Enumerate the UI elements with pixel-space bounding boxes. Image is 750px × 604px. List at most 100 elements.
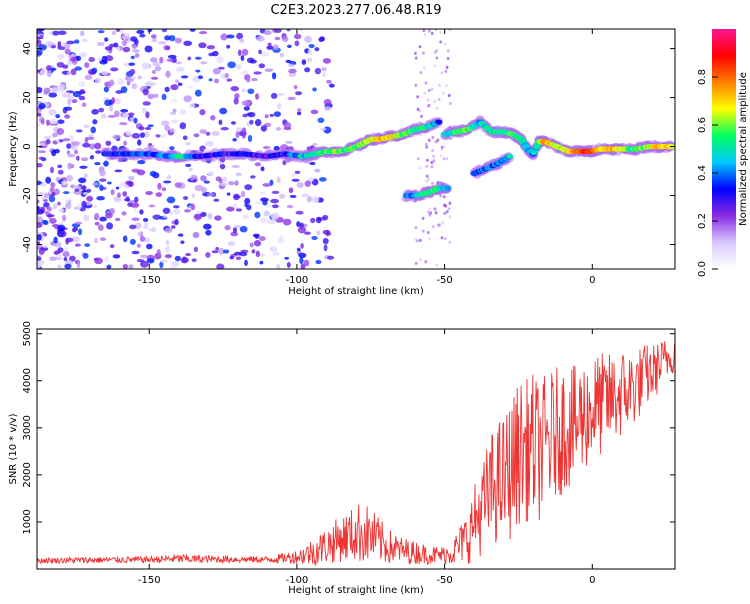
spectrogram-noise-blob (48, 195, 56, 203)
spectrogram-noise-blob (170, 119, 178, 124)
y-tick-label: -40 (22, 236, 33, 252)
spectrogram-noise-blob (264, 114, 269, 119)
colorbar-tick-label: 0.6 (697, 117, 708, 133)
spectrogram-noise-blob (132, 49, 140, 53)
x-tick-label: -100 (286, 575, 309, 586)
spectrogram-noise-blob (99, 184, 104, 192)
spectrogram-noise-blob (270, 212, 280, 220)
spectrogram-noise-blob (194, 89, 202, 97)
spectrogram-noise-blob (117, 78, 125, 86)
spectrogram-noise-blob (174, 37, 183, 44)
spectrogram-noise-blob (81, 102, 87, 108)
spectrogram-noise-blob (95, 150, 102, 154)
spectrogram-noise-blob (431, 154, 435, 158)
spectrogram-noise-blob (220, 33, 228, 41)
spectrogram-noise-blob (189, 103, 196, 109)
spectrogram-noise-blob (222, 249, 230, 254)
spectrogram-noise-blob (210, 115, 216, 121)
spectrogram-noise-blob (430, 160, 434, 165)
spectrogram-noise-blob (89, 155, 95, 160)
spectrogram-noise-blob (276, 263, 281, 269)
spectrogram-noise-blob (162, 207, 171, 214)
spectrogram-noise-blob (445, 65, 449, 69)
spectrogram-noise-blob (97, 224, 104, 231)
spectrogram-noise-blob (179, 122, 187, 130)
spectrogram-noise-blob (200, 61, 208, 65)
spectrogram-noise-blob (260, 125, 268, 132)
spectrogram-noise-blob (100, 114, 107, 119)
spectrogram-noise-blob (286, 204, 294, 209)
spectrogram-noise-blob (92, 182, 99, 186)
spectrogram-noise-blob (445, 157, 449, 161)
spectrogram-noise-blob (139, 33, 146, 38)
spectrogram-noise-blob (134, 222, 142, 230)
snr-frame (36, 328, 676, 570)
spectrogram-noise-blob (253, 240, 262, 247)
spectrogram-noise-blob (226, 78, 233, 82)
spectrogram-noise-blob (147, 124, 154, 128)
spectrogram-noise-blob (319, 127, 327, 131)
spectrogram-noise-blob (244, 197, 251, 205)
spectrogram-noise-blob (259, 260, 264, 265)
colorbar-tick-label: 0.2 (697, 213, 708, 229)
spectrogram-noise-blob (283, 122, 292, 129)
spectrogram-noise-blob (447, 207, 451, 211)
spectrogram-noise-blob (131, 250, 140, 255)
spectrogram-noise-blob (266, 45, 274, 50)
spectrogram-noise-blob (433, 99, 437, 104)
spectrogram-noise-blob (64, 114, 71, 119)
spectrogram-noise-blob (138, 126, 145, 131)
spectrogram-noise-blob (51, 45, 57, 49)
spectrogram-noise-blob (164, 124, 171, 132)
spectrogram-noise-blob (228, 181, 235, 186)
colorbar-tick-label: 0.0 (697, 261, 708, 277)
spectrogram-noise-blob (115, 217, 121, 221)
spectrogram-noise-blob (249, 242, 254, 248)
spectrogram-noise-blob (199, 129, 208, 135)
spectrogram-noise-blob (203, 180, 210, 184)
spectrogram-noise-blob (136, 259, 145, 263)
spectrogram-noise-blob (418, 258, 422, 262)
spectrogram-noise-blob (160, 120, 170, 126)
spectrogram-noise-blob (78, 80, 86, 88)
spectrogram-noise-blob (179, 108, 187, 116)
spectrogram-noise-blob (56, 139, 60, 143)
spectrogram-noise-blob (425, 174, 429, 178)
spectrogram-noise-blob (207, 212, 213, 220)
spectrogram-noise-blob (263, 30, 272, 36)
spectrogram-noise-blob (111, 30, 117, 36)
spectrogram-noise-blob (46, 119, 50, 126)
spectrogram-noise-blob (190, 203, 196, 211)
spectrogram-noise-blob (65, 174, 74, 182)
spectrogram-noise-blob (434, 140, 438, 144)
spectrogram-noise-blob (117, 192, 121, 198)
spectrogram-noise-blob (282, 218, 292, 226)
spectrogram-noise-blob (423, 32, 427, 37)
spectrogram-noise-blob (151, 70, 156, 75)
spectrogram-noise-blob (154, 66, 162, 72)
spectrogram-noise-blob (159, 259, 168, 263)
spectrogram-noise-blob (278, 193, 286, 199)
spectrogram-noise-blob (255, 200, 263, 205)
spectrogram-noise-blob (88, 143, 96, 150)
spectrogram-noise-blob (40, 182, 47, 187)
spectrogram-noise-blob (37, 29, 41, 35)
spectrogram-noise-blob (175, 61, 182, 65)
spectrogram-noise-blob (130, 202, 140, 208)
spectrogram-noise-blob (296, 221, 301, 227)
spectrogram-noise-blob (144, 45, 153, 53)
spectrogram-noise-blob (422, 51, 425, 55)
spectrogram-noise-blob (37, 122, 40, 127)
colorbar-gradient (712, 29, 736, 269)
spectrogram-noise-blob (226, 192, 231, 196)
spectrogram-noise-blob (147, 82, 157, 86)
spectrogram-noise-blob (180, 75, 189, 79)
spectrogram-noise-blob (180, 257, 189, 264)
spectrogram-noise-blob (240, 54, 245, 62)
spectrogram-noise-blob (212, 68, 221, 75)
colorbar-label: Normalized spectral amplitude (738, 72, 749, 226)
spectrogram-noise-blob (185, 253, 192, 257)
spectrogram-x-ticks: -150 -100 -50 0 (138, 29, 595, 286)
spectrogram-noise-blob (322, 214, 329, 221)
spectrogram-noise-blob (291, 178, 300, 182)
